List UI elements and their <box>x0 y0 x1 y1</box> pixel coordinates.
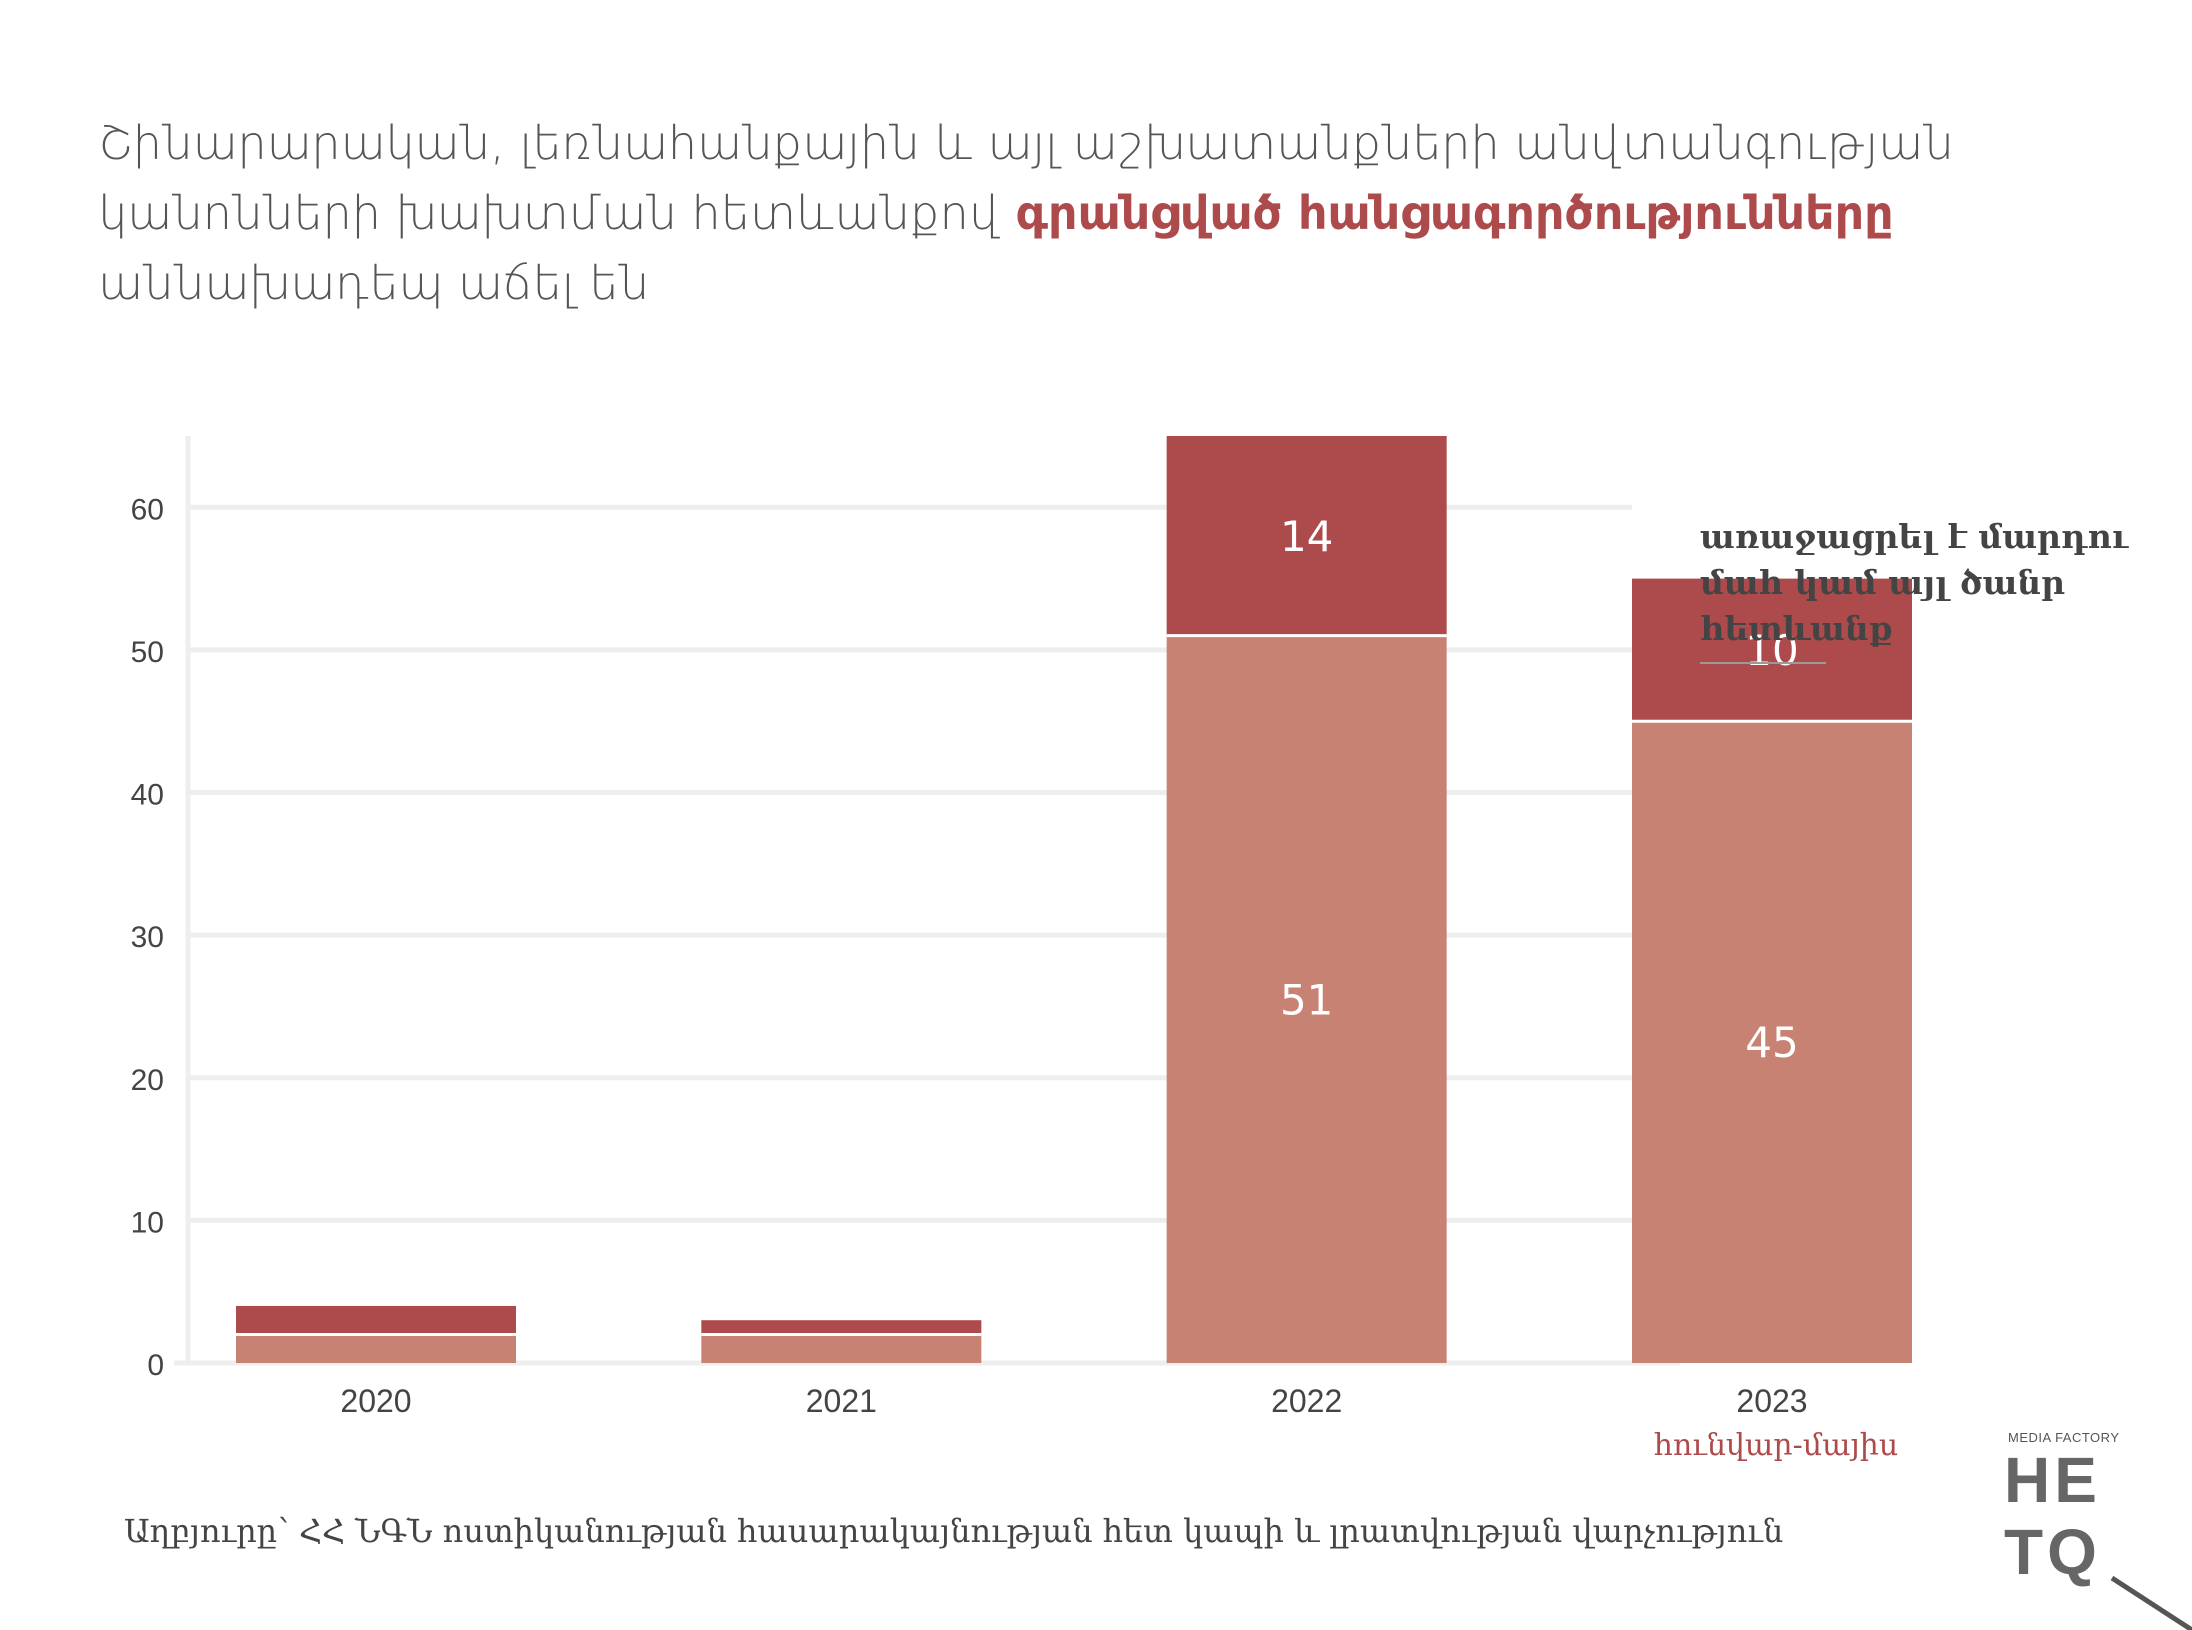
title-highlight: գրանցված հանցագործությունները <box>1015 186 1894 240</box>
bar-2023-series-1 <box>1632 578 1912 722</box>
bar-2020-series-1 <box>236 1305 516 1335</box>
logo-row-1: HE <box>2004 1444 2101 1516</box>
x-tick-label-2023: 2023 <box>1736 1383 1807 1419</box>
y-tick-label-0: 0 <box>147 1349 164 1382</box>
data-label-2022-series-0: 51 <box>1280 975 1333 1024</box>
title-part-2: աննախադեպ աճել են <box>98 256 650 310</box>
bar-2022-series-1 <box>1166 436 1447 636</box>
source-note: Աղբյուրը՝ ՀՀ ՆԳՆ ոստիկանության հասարակայ… <box>124 1512 1784 1550</box>
x-tick-label-2022: 2022 <box>1271 1383 1342 1419</box>
bar-2022-series-0 <box>1166 635 1447 1363</box>
bar-2021-series-1 <box>701 1320 982 1335</box>
y-tick-label-5: 50 <box>131 636 164 669</box>
y-tick-label-3: 30 <box>131 921 164 954</box>
legend-label: առաջացրել է մարդու մահ կամ այլ ծանր հետև… <box>1700 517 2128 648</box>
logo-row-2: TQ <box>2004 1516 2101 1588</box>
data-label-2023-series-1: 10 <box>1745 626 1798 675</box>
bar-2023-series-0 <box>1632 721 1912 1363</box>
x-sublabel-2023: հունվար-մայիս <box>1654 1428 1898 1463</box>
y-tick-label-1: 10 <box>131 1206 164 1239</box>
y-tick-label-6: 60 <box>131 493 164 526</box>
title-part-1: Շինարարական, լեռնահանքային և այլ աշխատան… <box>98 116 1954 240</box>
legend-rule <box>1700 662 1826 664</box>
y-tick-label-2: 20 <box>131 1064 164 1097</box>
hetq-logo: MEDIA FACTORY HE TQ <box>2004 1430 2192 1630</box>
y-tick-label-4: 40 <box>131 779 164 812</box>
x-tick-label-2021: 2021 <box>806 1383 877 1419</box>
chart-title: Շինարարական, լեռնահանքային և այլ աշխատան… <box>98 108 2138 318</box>
data-label-2023-series-0: 45 <box>1745 1018 1798 1067</box>
bar-2020-series-0 <box>236 1334 516 1363</box>
data-label-2022-series-1: 14 <box>1280 512 1333 561</box>
x-tick-label-2020: 2020 <box>340 1383 411 1419</box>
magnifier-icon <box>2110 1575 2192 1630</box>
logo-tagline: MEDIA FACTORY <box>2008 1430 2120 1445</box>
bar-2021-series-0 <box>701 1334 982 1363</box>
